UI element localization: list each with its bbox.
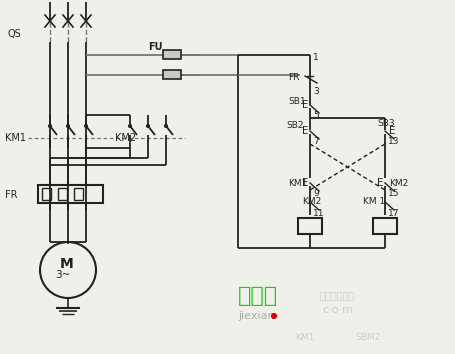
Text: E: E (389, 126, 395, 136)
Bar (373, 218, 397, 234)
Text: 11: 11 (313, 209, 324, 217)
Text: FU: FU (148, 42, 162, 52)
Text: 9: 9 (313, 189, 319, 199)
Bar (163, 70, 181, 79)
Circle shape (49, 125, 51, 127)
Bar (58, 188, 67, 200)
Text: c·o·m: c·o·m (322, 305, 353, 315)
Bar (38, 185, 103, 203)
Circle shape (85, 125, 87, 127)
Circle shape (128, 125, 131, 127)
Text: KM1: KM1 (288, 178, 308, 188)
Text: E: E (377, 178, 384, 188)
Text: M: M (60, 257, 74, 271)
Circle shape (272, 314, 277, 319)
Text: KM2: KM2 (389, 178, 408, 188)
Text: 电工培训基地: 电工培训基地 (320, 290, 355, 300)
Text: jiexian: jiexian (238, 311, 275, 321)
Text: 17: 17 (388, 209, 399, 217)
Text: SB3: SB3 (377, 120, 394, 129)
Text: SBM2: SBM2 (355, 333, 380, 343)
Text: 3: 3 (313, 86, 319, 96)
Bar (163, 50, 181, 59)
Circle shape (165, 125, 167, 127)
Text: KM1: KM1 (295, 333, 314, 343)
Text: KM2: KM2 (115, 133, 136, 143)
Text: FR: FR (288, 74, 299, 82)
Text: 接线图: 接线图 (238, 286, 278, 306)
Text: KM1: KM1 (5, 133, 26, 143)
Circle shape (66, 125, 70, 127)
Text: 3~: 3~ (55, 270, 71, 280)
Circle shape (147, 125, 150, 127)
Text: KM 1: KM 1 (363, 198, 385, 206)
Text: QS: QS (8, 29, 22, 39)
Text: E: E (302, 126, 308, 136)
Text: 15: 15 (388, 189, 399, 199)
Text: FR: FR (5, 190, 17, 200)
Bar (298, 218, 322, 234)
Text: E: E (302, 100, 308, 110)
Text: 1: 1 (313, 52, 319, 62)
Text: SB2: SB2 (286, 121, 303, 131)
Text: 13: 13 (388, 137, 399, 147)
Text: E: E (302, 178, 308, 188)
Text: 5: 5 (313, 112, 319, 120)
Text: 7: 7 (313, 137, 319, 147)
Text: SB1: SB1 (288, 97, 306, 105)
Bar (74, 188, 83, 200)
Text: KM2: KM2 (302, 198, 321, 206)
Bar (42, 188, 51, 200)
